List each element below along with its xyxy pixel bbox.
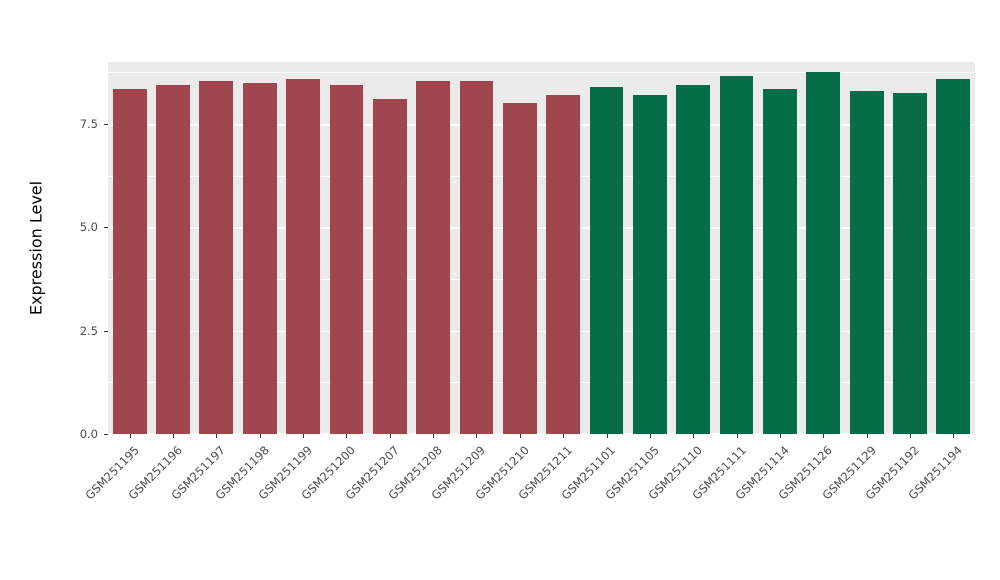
x-tick-mark (173, 434, 175, 438)
x-tick-mark (303, 434, 305, 438)
y-tick-mark (104, 227, 108, 229)
y-tick-mark (104, 434, 108, 435)
bar-GSM251195 (112, 88, 147, 434)
bar-GSM251105 (632, 95, 667, 434)
x-tick-mark (779, 434, 781, 438)
bar-GSM251208 (416, 80, 451, 434)
bar-GSM251211 (546, 95, 581, 434)
gridline-minor (108, 175, 975, 177)
y-tick-mark (104, 330, 108, 332)
x-tick-mark (216, 434, 218, 438)
bar-GSM251111 (719, 76, 754, 434)
y-tick-label: 5.0 (79, 220, 98, 235)
x-tick-mark (909, 434, 911, 438)
gridline-major (108, 432, 975, 434)
x-tick-mark (693, 434, 695, 438)
x-tick-mark (476, 434, 478, 438)
gridline-minor (108, 72, 975, 74)
gridline-major (108, 227, 975, 229)
bar-GSM251207 (372, 99, 407, 434)
bar-GSM251101 (589, 86, 624, 434)
x-tick-mark (953, 434, 955, 438)
bar-GSM251129 (849, 90, 884, 434)
gridline-minor (108, 279, 975, 280)
x-tick-mark (606, 434, 608, 438)
x-tick-mark (389, 434, 391, 438)
x-tick-mark (519, 434, 521, 438)
y-axis-title: Expression Level (26, 180, 46, 316)
y-tick-label: 2.5 (79, 323, 98, 338)
x-tick-mark (346, 434, 348, 438)
bar-GSM251110 (676, 84, 711, 434)
plot-panel (108, 62, 975, 434)
x-tick-mark (649, 434, 651, 438)
x-tick-mark (563, 434, 565, 438)
bar-GSM251196 (156, 84, 190, 434)
y-tick-label: 0.0 (79, 427, 98, 441)
bar-GSM251126 (806, 72, 841, 434)
x-tick-mark (129, 434, 131, 438)
x-tick-mark (433, 434, 435, 438)
bar-GSM251198 (242, 82, 277, 434)
bar-GSM251114 (763, 88, 797, 434)
y-tick-mark (104, 124, 108, 125)
y-tick-label: 7.5 (79, 117, 98, 131)
bar-GSM251210 (502, 103, 537, 434)
x-tick-mark (736, 434, 738, 438)
x-tick-mark (866, 434, 868, 438)
x-tick-mark (823, 434, 825, 438)
bar-GSM251197 (199, 80, 234, 434)
bar-GSM251192 (893, 93, 927, 434)
bar-GSM251199 (286, 78, 320, 434)
gridline-major (108, 330, 975, 333)
gridline-major (108, 124, 975, 126)
gridline-minor (108, 382, 975, 384)
x-tick-mark (259, 434, 261, 438)
bar-GSM251200 (329, 84, 364, 434)
bar-GSM251194 (936, 78, 971, 434)
bar-GSM251209 (459, 80, 494, 434)
